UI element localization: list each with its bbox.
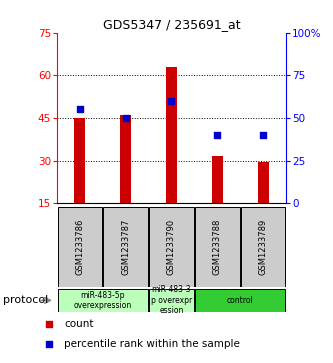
Text: miR-483-5p
overexpression: miR-483-5p overexpression <box>74 291 132 310</box>
Point <box>77 107 82 113</box>
Text: GSM1233789: GSM1233789 <box>259 219 268 275</box>
Point <box>169 98 174 104</box>
FancyBboxPatch shape <box>104 207 148 287</box>
FancyBboxPatch shape <box>195 289 285 312</box>
Point <box>46 341 52 347</box>
Text: percentile rank within the sample: percentile rank within the sample <box>64 339 240 349</box>
FancyBboxPatch shape <box>195 207 239 287</box>
FancyBboxPatch shape <box>58 207 102 287</box>
Text: miR-483-3
p overexpr
ession: miR-483-3 p overexpr ession <box>151 285 192 315</box>
Bar <box>258 162 269 203</box>
Text: GSM1233787: GSM1233787 <box>121 219 130 275</box>
Title: GDS5347 / 235691_at: GDS5347 / 235691_at <box>103 19 240 32</box>
Point <box>261 132 266 138</box>
FancyBboxPatch shape <box>150 289 193 312</box>
Bar <box>120 115 131 203</box>
Bar <box>74 118 85 203</box>
Point <box>46 321 52 327</box>
Text: protocol: protocol <box>3 295 49 305</box>
FancyBboxPatch shape <box>241 207 285 287</box>
Text: GSM1233788: GSM1233788 <box>213 219 222 275</box>
FancyBboxPatch shape <box>150 207 193 287</box>
Point <box>123 115 128 121</box>
Bar <box>166 67 177 203</box>
Text: control: control <box>227 296 254 305</box>
Text: count: count <box>64 319 94 329</box>
Text: GSM1233790: GSM1233790 <box>167 219 176 275</box>
FancyBboxPatch shape <box>58 289 148 312</box>
Text: GSM1233786: GSM1233786 <box>75 219 84 275</box>
Bar <box>212 156 223 203</box>
Point <box>215 132 220 138</box>
